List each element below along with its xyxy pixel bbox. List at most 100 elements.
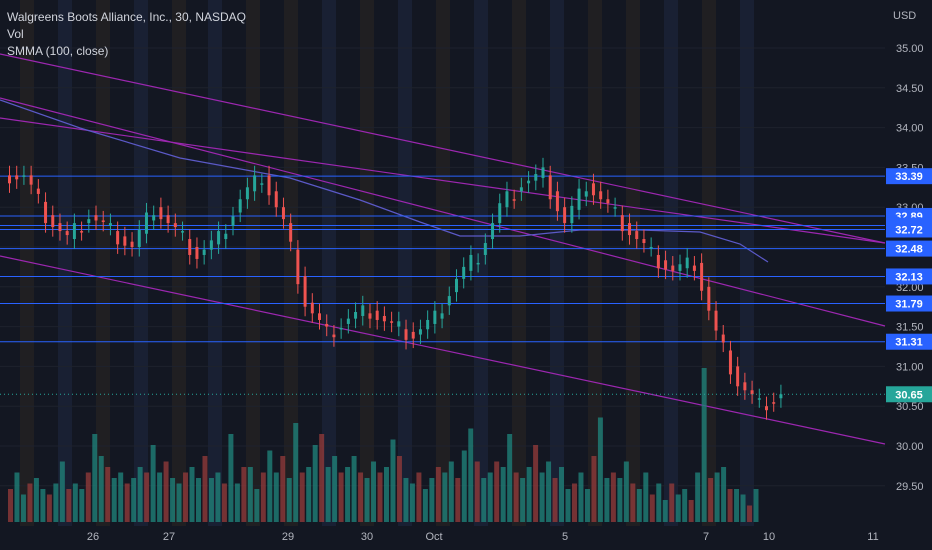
candle-body — [375, 310, 379, 320]
volume-bar — [241, 467, 247, 522]
volume-bar — [215, 472, 221, 522]
session-band-5 — [208, 0, 222, 526]
volume-bar — [513, 472, 519, 522]
candle-body — [65, 231, 69, 236]
session-band-14 — [550, 0, 564, 526]
session-band-6 — [246, 0, 260, 526]
candle-body — [433, 310, 437, 324]
volume-bar — [345, 467, 351, 522]
volume-bar — [604, 478, 610, 522]
candle-body — [29, 175, 33, 185]
volume-bar — [273, 472, 279, 522]
x-tick-label: 5 — [562, 531, 568, 543]
session-band-4 — [172, 0, 186, 526]
candle-body — [462, 266, 466, 279]
candle-body — [541, 167, 545, 179]
candle-body — [649, 247, 653, 249]
volume-bar — [572, 483, 577, 522]
volume-bar — [675, 494, 681, 522]
symbol-title: Walgreens Boots Alliance, Inc., 30, NASD… — [7, 10, 246, 24]
candle-body — [123, 236, 127, 246]
candle-body — [144, 212, 148, 234]
volume-bar — [610, 472, 616, 522]
volume-bar — [662, 500, 668, 522]
volume-bar — [260, 472, 266, 522]
trendline-3 — [0, 255, 886, 445]
y-tick-label: 32.00 — [896, 282, 924, 294]
candle-body — [584, 191, 588, 197]
volume-bar — [416, 472, 422, 522]
volume-bar — [59, 461, 65, 522]
level-tag-3 — [886, 221, 932, 238]
candle-body — [101, 220, 105, 222]
candle-body — [108, 223, 112, 226]
volume-bar — [727, 489, 733, 522]
candle-body — [87, 219, 91, 224]
candle-body — [253, 175, 257, 192]
y-tick-label: 31.50 — [896, 322, 924, 334]
volume-bar — [396, 456, 402, 522]
candle-body — [238, 199, 242, 213]
volume-bar — [306, 467, 312, 522]
volume-bar — [40, 489, 46, 522]
y-tick-label: 35.00 — [896, 43, 924, 55]
candle-body — [289, 223, 293, 242]
candle-body — [159, 207, 163, 220]
candle-body — [382, 315, 386, 322]
level-tag-5 — [886, 268, 932, 285]
candle-body — [217, 231, 221, 245]
volume-bar — [20, 494, 26, 522]
candle-body — [339, 327, 343, 330]
volume-bar — [597, 417, 603, 522]
volume-bar — [79, 489, 85, 522]
volume-bar — [105, 467, 111, 522]
volume-bar — [455, 478, 461, 522]
candle-body — [476, 262, 480, 265]
candle-body — [613, 207, 617, 209]
candle-body — [209, 240, 213, 250]
volume-bar — [520, 478, 526, 522]
candle-body — [152, 215, 156, 221]
x-tick-label: 10 — [763, 531, 775, 543]
candle-body — [498, 203, 502, 224]
x-tick-label: 7 — [703, 531, 709, 543]
candle-body — [354, 312, 358, 319]
volume-bar — [481, 478, 487, 522]
volume-bar — [468, 428, 474, 522]
y-tick-label: 34.00 — [896, 123, 924, 135]
candle-body — [346, 318, 350, 324]
volume-bar — [351, 456, 357, 522]
volume-bar — [591, 456, 597, 522]
volume-bar — [578, 472, 584, 522]
volume-bar — [747, 505, 753, 522]
candle-body — [714, 310, 718, 331]
candle-body — [772, 402, 776, 404]
candle-body — [332, 334, 336, 338]
candle-body — [635, 231, 639, 240]
candle-body — [483, 243, 487, 255]
volume-bar — [53, 483, 59, 522]
candle-body — [361, 305, 365, 316]
volume-bar — [46, 494, 52, 522]
volume-bar — [753, 489, 759, 522]
candle-body — [296, 249, 300, 285]
volume-bar — [137, 467, 143, 522]
candle-body — [166, 215, 170, 224]
volume-bar — [280, 456, 286, 522]
candle-body — [137, 229, 141, 247]
x-tick-label: 30 — [361, 531, 373, 543]
volume-bar — [319, 434, 325, 522]
volume-bar — [118, 472, 124, 522]
x-tick-label: 29 — [282, 531, 294, 543]
volume-bar — [390, 439, 396, 522]
candle-body — [94, 215, 98, 221]
candle-body — [267, 175, 271, 196]
volume-bar — [584, 489, 590, 522]
y-tick-label: 30.00 — [896, 441, 924, 453]
volume-bar — [740, 494, 746, 522]
volume-bar — [98, 456, 104, 522]
volume-bar — [208, 478, 214, 522]
volume-bar — [183, 472, 189, 522]
volume-bar — [409, 483, 415, 522]
